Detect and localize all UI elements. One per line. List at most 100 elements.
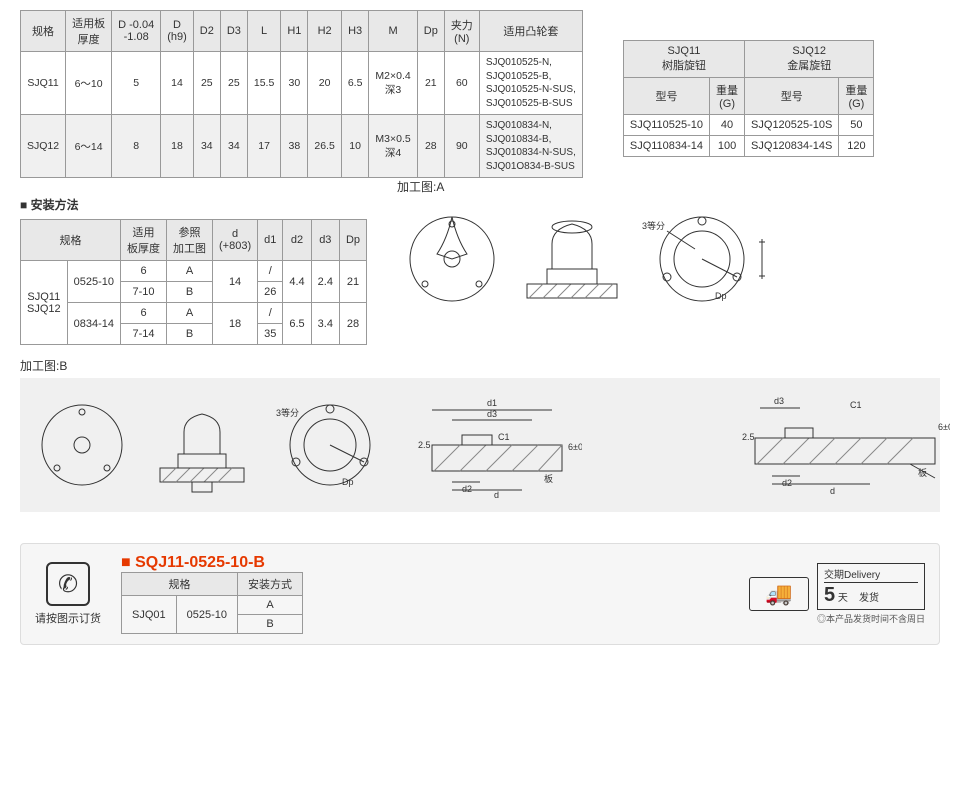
cell: B (238, 615, 303, 634)
cell: 25 (193, 52, 220, 115)
cell: 6.5 (341, 52, 369, 115)
svg-text:d: d (494, 490, 499, 500)
cell: SJQ010834-N,SJQ010834-B,SJQ010834-N-SUS,… (479, 115, 582, 178)
col-header: Dp (339, 220, 366, 261)
cell: 15.5 (247, 52, 280, 115)
cell: SJQ11SJQ12 (21, 261, 68, 345)
col-header: 型号 (745, 78, 839, 115)
col-header: 规格 (21, 220, 121, 261)
col-header: d1 (258, 220, 283, 261)
cell: SJQ01 (122, 596, 177, 634)
col-header: D -0.04-1.08 (112, 11, 161, 52)
delivery-block: 🚚 交期Delivery 5 天 发货 ◎本产品发货时间不含周日 (749, 563, 925, 625)
truck-icon: 🚚 (749, 577, 809, 611)
delivery-note: ◎本产品发货时间不含周日 (817, 612, 925, 625)
svg-text:3等分: 3等分 (276, 407, 299, 418)
phone-icon: ✆ (46, 562, 90, 606)
col-header: H1 (281, 11, 308, 52)
svg-text:3等分: 3等分 (642, 220, 665, 231)
cell: A (167, 303, 213, 324)
ring-b-icon: 3等分 Dp (272, 390, 392, 500)
section-b2-icon: d3 C1 2.5 6±0.2 d2 d 板 (740, 390, 950, 500)
cell: / (258, 261, 283, 282)
svg-text:6±0.2: 6±0.2 (568, 442, 582, 452)
svg-text:C1: C1 (850, 400, 862, 410)
cell: 7-10 (121, 282, 167, 303)
diagram-b-label: 加工图:B (20, 357, 940, 374)
section-b1-icon: d1 d3 C1 2.5 6±0.2 d2 d 板 (412, 390, 582, 500)
cell: 120 (839, 136, 874, 157)
mid-row: 安装方法 规格适用板厚度参照加工图d(+803)d1d2d3Dp SJQ11SJ… (20, 178, 940, 345)
col-header: L (247, 11, 280, 52)
cell: 100 (710, 136, 745, 157)
cell: M3×0.5深4 (369, 115, 417, 178)
cell: 30 (281, 52, 308, 115)
cell: 28 (339, 303, 366, 345)
cell: A (167, 261, 213, 282)
col-header: 适用凸轮套 (479, 11, 582, 52)
cell: 3.4 (311, 303, 339, 345)
main-spec-table: 规格适用板厚度D -0.04-1.08D(h9)D2D3LH1H2H3MDp夹力… (20, 10, 583, 178)
svg-text:C1: C1 (498, 432, 510, 442)
col-header: 安装方式 (238, 573, 303, 596)
cell: 34 (220, 115, 247, 178)
col-header: H3 (341, 11, 369, 52)
cell: B (167, 282, 213, 303)
order-table: 规格安装方式 SJQ010525-10AB (121, 572, 303, 634)
svg-text:d3: d3 (487, 409, 497, 419)
svg-text:d1: d1 (487, 398, 497, 408)
col-header: d3 (311, 220, 339, 261)
col-header: d2 (283, 220, 311, 261)
cell: 0525-10 (67, 261, 120, 303)
cell: 18 (213, 303, 258, 345)
cell: 60 (444, 52, 479, 115)
cell: / (258, 303, 283, 324)
diagram-a-label: 加工图:A (397, 178, 777, 195)
cell: 21 (339, 261, 366, 303)
install-table: 规格适用板厚度参照加工图d(+803)d1d2d3Dp SJQ11SJQ1205… (20, 219, 367, 345)
cell: 25 (220, 52, 247, 115)
cell: 14 (213, 261, 258, 303)
col-header: D3 (220, 11, 247, 52)
cell: 0525-10 (176, 596, 237, 634)
phone-text: 请按图示订货 (35, 610, 101, 626)
knob-side-b-icon (152, 390, 252, 500)
cell: A (238, 596, 303, 615)
svg-text:Dp: Dp (715, 291, 727, 301)
phone-block: ✆ 请按图示订货 (35, 562, 101, 626)
cell: SJQ12 (21, 115, 66, 178)
cell: 20 (308, 52, 341, 115)
col-header: SJQ11树脂旋钮 (623, 41, 744, 78)
order-center: SQJ11-0525-10-B 规格安装方式 SJQ010525-10AB (121, 554, 303, 634)
cell: 40 (710, 115, 745, 136)
svg-text:d3: d3 (774, 396, 784, 406)
cell: 6～10 (66, 52, 112, 115)
cell: 26 (258, 282, 283, 303)
col-header: M (369, 11, 417, 52)
col-header: 夹力(N) (444, 11, 479, 52)
svg-text:Dp: Dp (342, 477, 354, 487)
svg-text:d2: d2 (462, 484, 472, 494)
col-header: D(h9) (161, 11, 194, 52)
cell: B (167, 324, 213, 345)
delivery-unit: 天 (838, 593, 848, 604)
col-header: 参照加工图 (167, 220, 213, 261)
cell: 21 (417, 52, 444, 115)
col-header: 型号 (623, 78, 709, 115)
order-title: SQJ11-0525-10-B (121, 554, 303, 572)
cell: 35 (258, 324, 283, 345)
cell: 17 (247, 115, 280, 178)
cell: SJQ110834-14 (623, 136, 709, 157)
svg-text:d: d (830, 486, 835, 496)
knob-front-icon (397, 199, 507, 319)
svg-text:2.5: 2.5 (418, 440, 431, 450)
col-header: d(+803) (213, 220, 258, 261)
cell: 6～14 (66, 115, 112, 178)
knob-side-icon (517, 199, 627, 319)
col-header: D2 (193, 11, 220, 52)
cell: 7-14 (121, 324, 167, 345)
svg-text:d2: d2 (782, 478, 792, 488)
cell: 34 (193, 115, 220, 178)
delivery-num: 5 (824, 584, 835, 606)
col-header: 适用板厚度 (66, 11, 112, 52)
